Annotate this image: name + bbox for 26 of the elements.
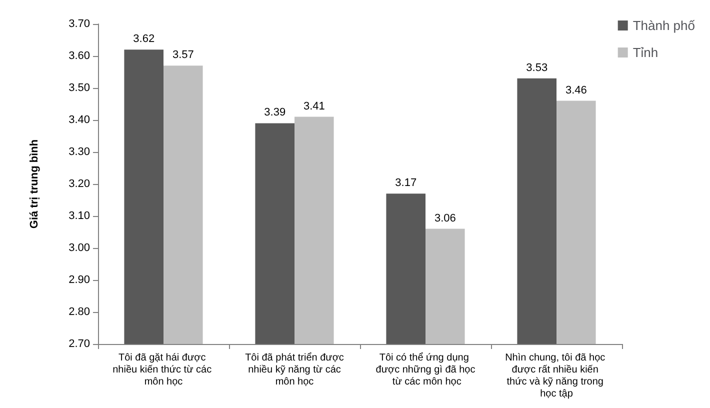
y-tick-label: 3.20 <box>68 178 90 190</box>
y-tick-label: 3.30 <box>68 146 90 158</box>
x-tick-label: Tôi đã gặt hái được nhiều kiến thức từ các môn học <box>112 352 214 388</box>
y-tick-label: 3.50 <box>68 82 90 94</box>
legend-label: Tỉnh <box>632 45 658 60</box>
y-tick-label: 3.00 <box>68 242 90 254</box>
y-tick-label: 2.90 <box>68 274 90 286</box>
y-tick-label: 3.10 <box>68 210 90 222</box>
y-axis-title: Giá trị trung bình <box>28 139 40 229</box>
data-label: 3.41 <box>303 100 325 112</box>
y-tick-label: 3.40 <box>68 114 90 126</box>
legend-label: Thành phố <box>632 18 696 33</box>
x-tick-label: Tôi đã phát triển được nhiều kỹ năng từ các môn học <box>245 352 344 388</box>
y-tick-label: 2.80 <box>68 306 90 318</box>
data-label: 3.53 <box>526 62 548 74</box>
data-label: 3.46 <box>565 84 587 96</box>
data-label: 3.06 <box>434 212 456 224</box>
data-label: 3.57 <box>172 49 194 62</box>
y-tick-label: 3.70 <box>68 18 90 30</box>
x-tick-label: Tôi có thể ứng dụng được những gì đã học từ các môn học <box>376 352 476 388</box>
y-tick-label: 3.60 <box>68 50 90 62</box>
data-label: 3.39 <box>264 106 286 119</box>
data-label: 3.17 <box>395 177 417 190</box>
x-tick-label: Nhìn chung, tôi đã học được rất nhiều kiến thức và kỹ năng trong học tập <box>505 352 608 400</box>
y-tick-label: 2.70 <box>68 338 90 350</box>
data-label: 3.62 <box>133 33 155 46</box>
